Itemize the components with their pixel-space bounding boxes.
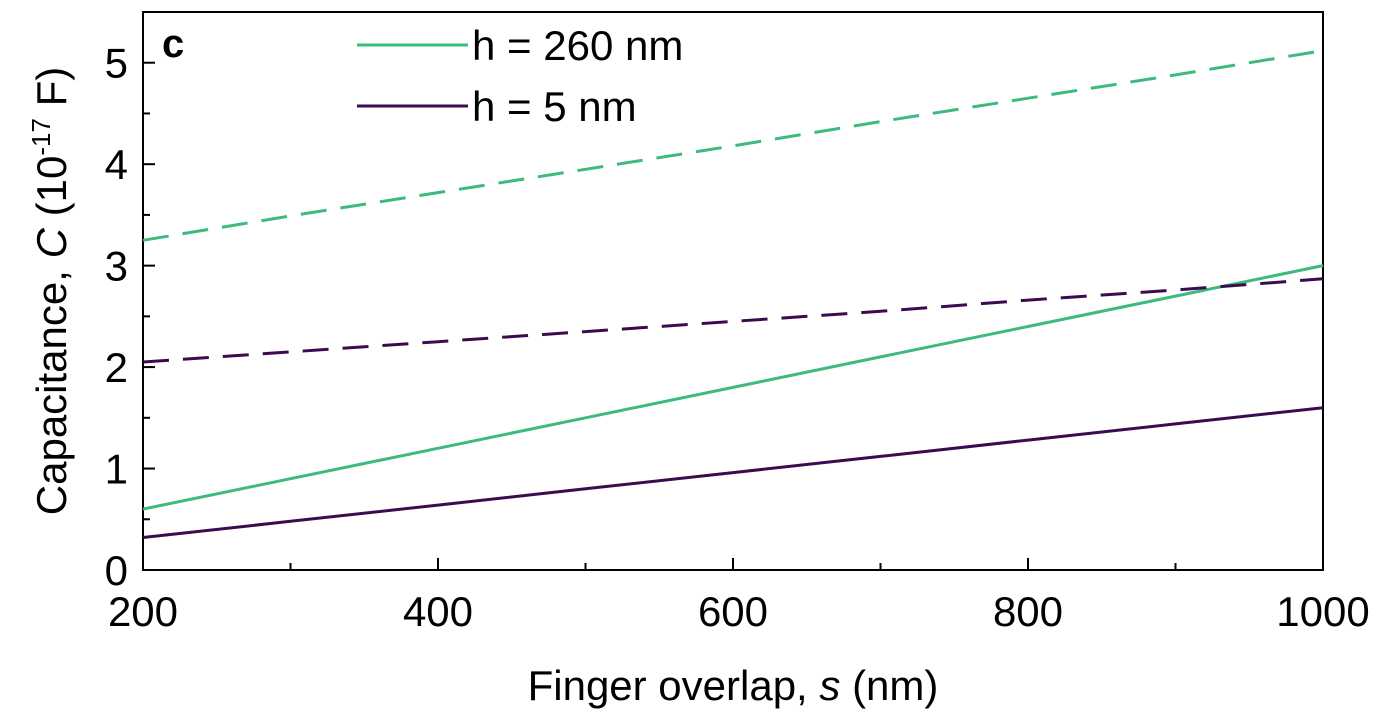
y-axis-title-unit-close: F) xyxy=(28,67,75,118)
legend-label-h260: h = 260 nm xyxy=(472,22,683,69)
y-axis-title-unit: (10 xyxy=(28,156,75,228)
series-line-solid-260nm xyxy=(142,264,1324,511)
y-tick-labels: 0 1 2 3 4 5 xyxy=(105,40,128,594)
y-axis-title-exponent: -17 xyxy=(26,118,56,156)
x-axis-title-suffix: (nm) xyxy=(840,662,938,709)
y-tick-label: 1 xyxy=(105,446,128,493)
y-axis-title-prefix: Capacitance, xyxy=(28,258,75,515)
x-axis-title: Finger overlap, s (nm) xyxy=(528,662,939,709)
tick-layer xyxy=(142,61,1324,571)
x-axis-title-prefix: Finger overlap, xyxy=(528,662,820,709)
series-line-dashed-260nm xyxy=(142,49,1324,242)
y-tick-label: 4 xyxy=(105,141,128,188)
y-tick-label: 3 xyxy=(105,243,128,290)
x-axis-title-symbol: s xyxy=(819,662,840,709)
series-layer xyxy=(142,49,1324,539)
y-tick-label: 0 xyxy=(105,547,128,594)
x-tick-label: 200 xyxy=(108,588,178,635)
x-tick-labels: 200 400 600 800 1000 xyxy=(108,588,1370,635)
x-tick-label: 600 xyxy=(698,588,768,635)
series-line-solid-5nm xyxy=(142,406,1324,539)
legend-label-h5: h = 5 nm xyxy=(472,83,637,130)
legend: h = 260 nm h = 5 nm xyxy=(357,22,683,130)
panel-label: c xyxy=(162,22,184,66)
x-tick-label: 1000 xyxy=(1276,588,1369,635)
x-tick-label: 400 xyxy=(403,588,473,635)
y-tick-label: 5 xyxy=(105,40,128,87)
x-tick-label: 800 xyxy=(993,588,1063,635)
y-axis-title-symbol: C xyxy=(28,227,75,258)
y-axis-title: Capacitance, C (10-17 F) xyxy=(26,67,75,515)
y-tick-label: 2 xyxy=(105,344,128,391)
series-line-dashed-5nm xyxy=(142,277,1324,364)
